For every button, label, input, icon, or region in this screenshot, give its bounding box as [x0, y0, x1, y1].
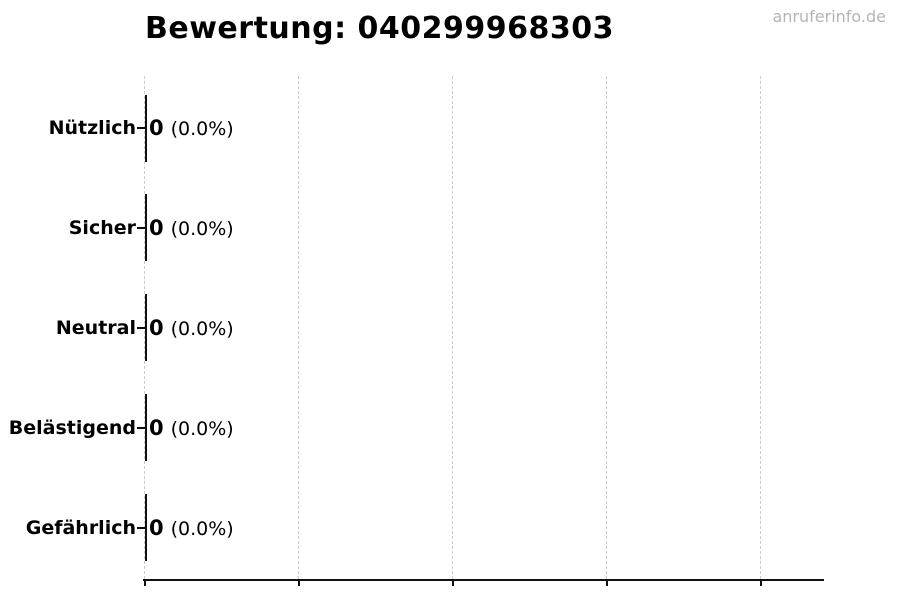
gridline [606, 76, 607, 579]
y-axis-tick [137, 226, 145, 229]
category-label: Sicher [68, 216, 136, 239]
x-axis-tick [298, 581, 300, 586]
category-label: Nützlich [48, 117, 136, 139]
bar [145, 194, 147, 262]
category-label: Belästigend [8, 416, 136, 439]
bar-value-label: 0 (0.0%) [149, 313, 234, 343]
bar-value-label: 0 (0.0%) [149, 213, 234, 243]
bar [145, 294, 147, 362]
bar-value: 0 [149, 515, 164, 540]
gridline [760, 76, 761, 579]
x-axis-tick [452, 581, 454, 586]
category-label: Gefährlich [25, 516, 136, 539]
gridline [452, 76, 453, 579]
bar-value: 0 [149, 315, 164, 340]
y-axis-tick [137, 326, 145, 329]
bar-percent: (0.0%) [170, 417, 234, 440]
bar [145, 394, 147, 462]
x-axis-tick [606, 581, 608, 586]
bar-percent: (0.0%) [170, 517, 234, 540]
bar-percent: (0.0%) [170, 217, 234, 240]
y-axis-tick [137, 426, 145, 429]
bar-value: 0 [149, 415, 164, 440]
bar-value-label: 0 (0.0%) [149, 413, 234, 443]
bar-percent: (0.0%) [170, 317, 234, 340]
bar-value-label: 0 (0.0%) [149, 513, 234, 543]
bar-value: 0 [149, 215, 164, 240]
chart-title: Bewertung: 040299968303 [145, 11, 615, 46]
y-axis-tick [137, 127, 145, 129]
bar-value: 0 [149, 116, 164, 140]
bar [145, 494, 147, 562]
bar [145, 94, 147, 162]
x-axis-tick [144, 581, 146, 586]
bar-value-label: 0 (0.0%) [149, 113, 234, 143]
gridline [298, 76, 299, 579]
x-axis-line [143, 579, 824, 581]
y-axis-tick [137, 526, 145, 529]
category-label: Neutral [55, 316, 136, 339]
bar-percent: (0.0%) [170, 118, 234, 140]
x-axis-tick [760, 581, 762, 586]
watermark: anruferinfo.de [772, 7, 886, 26]
